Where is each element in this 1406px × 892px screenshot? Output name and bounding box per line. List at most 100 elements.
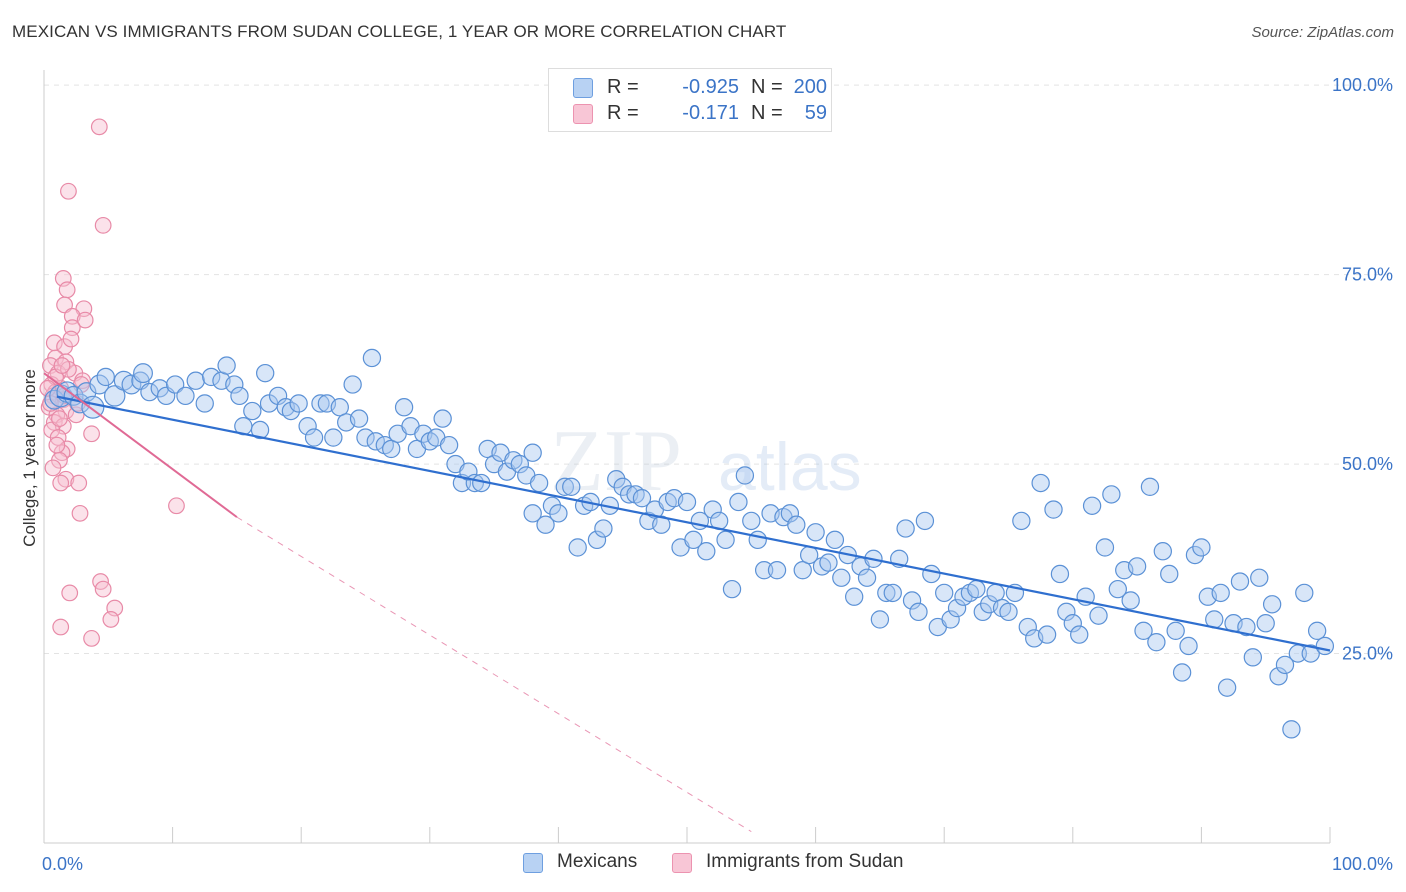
mexican-point — [555, 477, 575, 496]
mexican-point — [587, 530, 607, 550]
mexican-point — [793, 560, 812, 580]
mexican-point — [877, 583, 896, 603]
mexican-point — [1315, 636, 1335, 656]
mexican-point — [1147, 632, 1166, 652]
mexican-point — [362, 348, 382, 368]
mexican-point — [742, 511, 761, 531]
mexican-point — [1018, 617, 1037, 637]
legend-n-value: 200 — [793, 76, 827, 98]
sudan-point — [44, 459, 62, 477]
mexican-point — [1282, 720, 1301, 739]
mexican-point — [1102, 485, 1121, 504]
mexicans-trend-line — [56, 395, 1331, 652]
mexican-point — [722, 579, 742, 599]
mexican-point — [529, 473, 549, 493]
mexican-point — [1057, 602, 1076, 622]
legend-n-label: N = — [751, 102, 783, 124]
mexican-point — [825, 530, 845, 550]
mexican-point — [195, 394, 214, 413]
mexican-point — [632, 489, 652, 508]
sudan-point — [48, 436, 66, 454]
sudan-point — [83, 425, 100, 443]
mexican-point — [1250, 568, 1269, 587]
mexican-point — [324, 428, 343, 447]
sudan-point — [51, 410, 68, 428]
mexican-point — [819, 553, 838, 572]
mexican-point — [806, 523, 825, 542]
mexican-point — [902, 591, 922, 610]
mexican-point — [133, 363, 153, 384]
mexican-point — [787, 515, 806, 534]
mexican-point — [1166, 621, 1185, 640]
mexican-point — [304, 428, 324, 447]
watermark: ZIP atlas — [550, 413, 862, 510]
mexican-point — [349, 409, 369, 428]
mexican-point — [1095, 538, 1115, 557]
x-tick-label: 0.0% — [42, 854, 83, 874]
mexican-point — [568, 538, 587, 557]
y-tick-label: 75.0% — [1342, 265, 1393, 285]
mexican-point — [281, 401, 301, 421]
sudan-point — [90, 118, 108, 136]
mexican-point — [366, 432, 385, 451]
mexican-point — [103, 385, 126, 407]
source-credit: Source: ZipAtlas.com — [1251, 24, 1394, 41]
mexican-point — [1037, 625, 1057, 644]
y-tick-label: 50.0% — [1342, 454, 1393, 474]
mexican-point — [1140, 477, 1160, 496]
mexican-point — [607, 470, 626, 489]
mexican-point — [562, 477, 581, 496]
mexican-point — [96, 367, 115, 387]
mexican-point — [1108, 579, 1127, 599]
mexican-point — [542, 496, 562, 515]
mexican-point — [1121, 591, 1140, 610]
mexican-point — [780, 504, 800, 523]
sudan-point — [168, 497, 185, 515]
mexican-point — [330, 398, 349, 417]
mexican-point — [1153, 542, 1172, 561]
mexican-point — [1269, 667, 1288, 686]
mexican-point — [356, 428, 375, 447]
sudan-point — [39, 379, 57, 397]
mexican-point — [1070, 625, 1089, 644]
mexican-point — [1237, 617, 1256, 637]
sudan-point — [63, 307, 81, 325]
mexican-point — [1301, 644, 1320, 663]
sudan-point — [94, 580, 112, 598]
sudan-point — [52, 474, 70, 492]
x-tick-label: 100.0% — [1332, 854, 1393, 874]
mexican-point — [1275, 655, 1295, 675]
trend-lines — [43, 372, 1331, 833]
mexican-point — [735, 466, 755, 485]
mexican-point — [201, 367, 221, 387]
mexican-point — [729, 492, 748, 512]
mexican-point — [684, 530, 703, 550]
grid-lines — [44, 84, 1394, 655]
mexican-point — [1295, 583, 1314, 603]
sudan-point — [83, 629, 100, 647]
mexican-point — [343, 375, 362, 394]
mexican-point — [1307, 621, 1327, 640]
mexican-point — [1050, 564, 1070, 584]
mexican-point — [857, 568, 877, 587]
legend-r-label: R = — [607, 102, 639, 124]
mexican-point — [225, 375, 244, 394]
sudan-point — [53, 357, 71, 374]
mexican-point — [697, 542, 716, 561]
sudan-point — [94, 216, 112, 234]
mexican-point — [896, 519, 915, 538]
mexican-point — [594, 519, 613, 538]
sudan-point — [76, 311, 94, 329]
legend-r-value: -0.171 — [682, 102, 739, 124]
correlation-legend: R = -0.925 N = 200 R = -0.171 N = 59 — [548, 68, 832, 132]
mexican-point — [1230, 572, 1250, 591]
sudan-point — [61, 584, 79, 602]
legend-n-value: 59 — [804, 102, 827, 124]
mexican-point — [870, 610, 890, 629]
mexican-point — [1217, 678, 1237, 697]
mexican-point — [243, 401, 262, 421]
mexican-point — [433, 409, 452, 428]
sudan-point — [70, 474, 88, 492]
axes — [43, 70, 1331, 844]
bottom-legend-label: Mexicans — [557, 851, 638, 872]
